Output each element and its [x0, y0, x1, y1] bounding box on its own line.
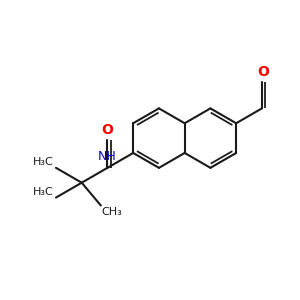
Text: CH₃: CH₃: [102, 207, 123, 218]
Text: O: O: [257, 65, 269, 79]
Text: O: O: [101, 123, 113, 136]
Text: NH: NH: [98, 150, 117, 163]
Text: H₃C: H₃C: [33, 157, 54, 167]
Text: H₃C: H₃C: [33, 187, 54, 196]
